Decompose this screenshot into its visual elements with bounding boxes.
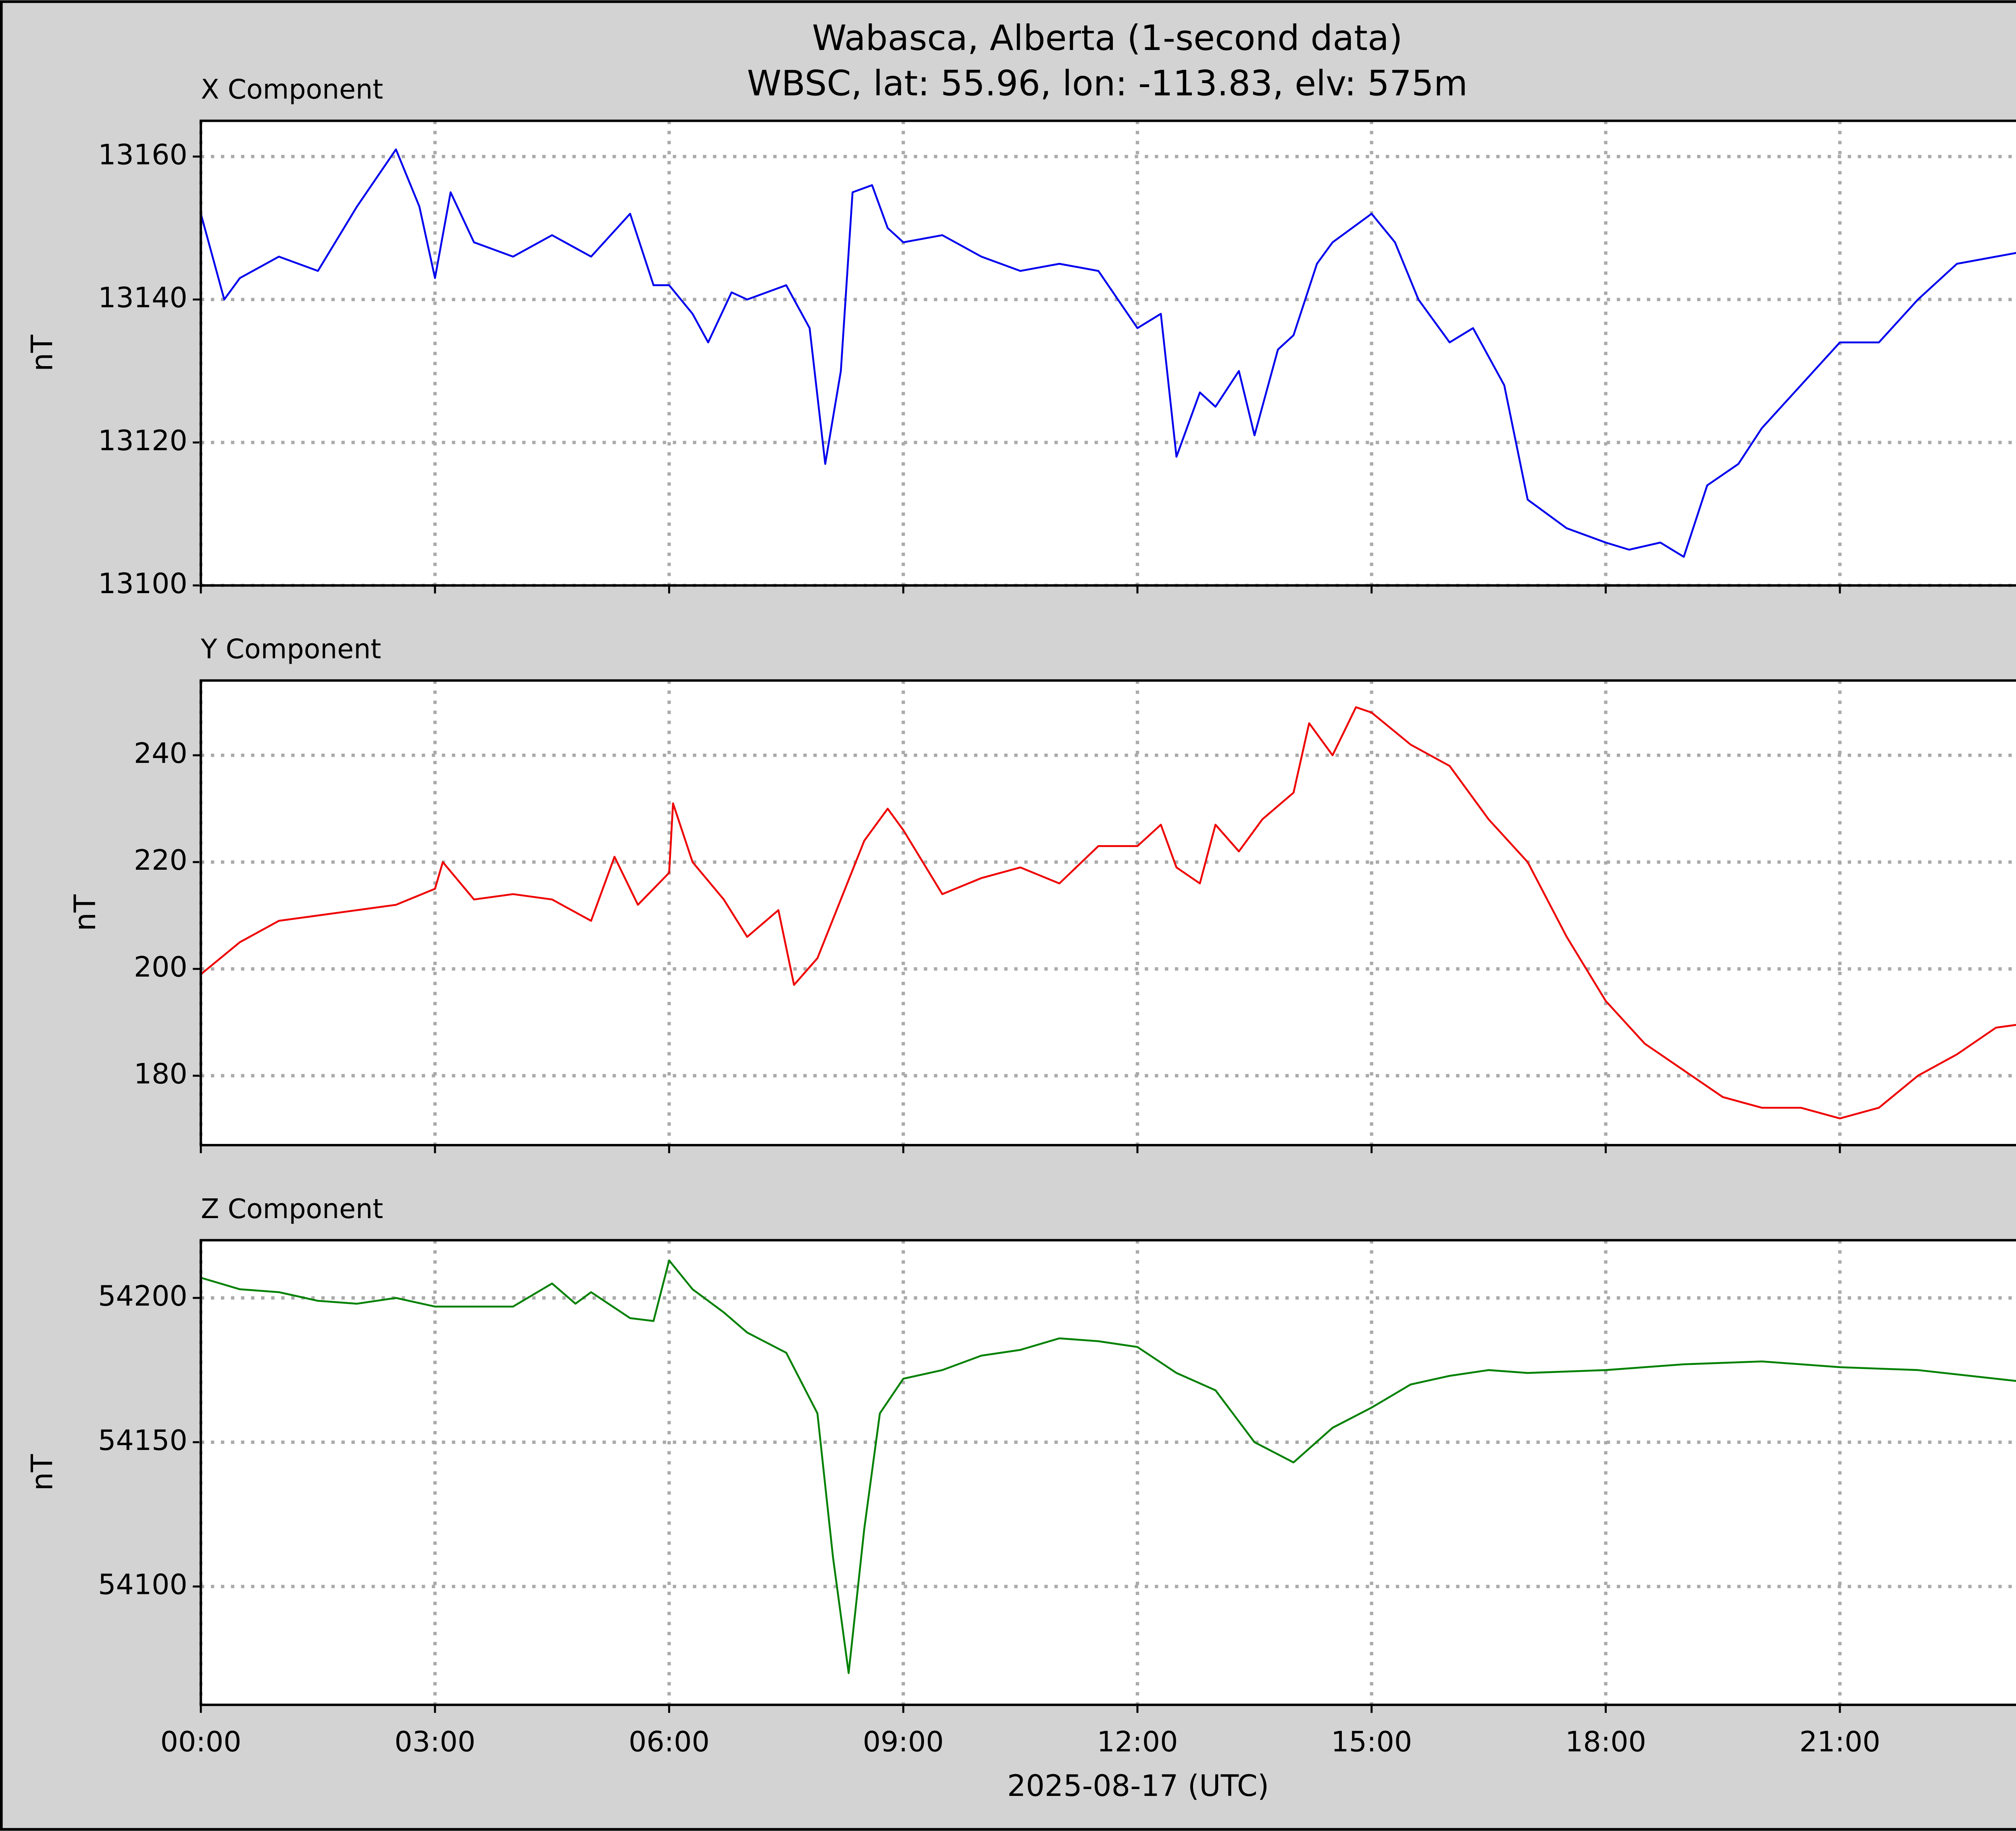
plot-frame (200, 1239, 2016, 1706)
x-tick-label: 00:00 (160, 1725, 242, 1758)
y-tick-label: 54200 (98, 1280, 187, 1312)
y-tick-label: 54150 (98, 1424, 187, 1457)
y-axis-label: nT (25, 335, 60, 371)
x-tick-label: 15:00 (1331, 1725, 1412, 1758)
y-tick-label: 240 (134, 737, 187, 770)
y-tick-label: 13100 (98, 567, 187, 600)
y-tick-label: 200 (134, 951, 187, 983)
x-tick-label: 21:00 (1799, 1725, 1881, 1758)
plot-frame (200, 679, 2016, 1147)
x-tick-label: 09:00 (863, 1725, 944, 1758)
plot-frame (200, 119, 2016, 587)
data-line (200, 1259, 2016, 1674)
panel-title: X Component (201, 74, 383, 105)
figure-subtitle: WBSC, lat: 55.96, lon: -113.83, elv: 575… (747, 64, 1468, 104)
figure-title: Wabasca, Alberta (1-second data) (812, 18, 1403, 58)
y-tick-label: 13120 (98, 424, 187, 457)
y-tick-label: 13160 (98, 138, 187, 171)
panel-title: Z Component (201, 1193, 383, 1225)
x-tick-label: 18:00 (1565, 1725, 1646, 1758)
data-line (200, 706, 2016, 1120)
x-tick-label: 03:00 (394, 1725, 475, 1758)
y-axis-label: nT (68, 894, 102, 931)
plot-area (201, 1240, 2016, 1705)
y-tick-label: 220 (134, 844, 187, 877)
y-tick-label: 54100 (98, 1569, 187, 1601)
x-axis-label: 2025-08-17 (UTC) (1007, 1769, 1269, 1803)
data-line (200, 148, 2016, 558)
panel-title: Y Component (200, 633, 381, 665)
plot-area (201, 121, 2016, 585)
x-tick-label: 12:00 (1097, 1725, 1178, 1758)
y-axis-label: nT (25, 1454, 60, 1491)
plot-area (201, 680, 2016, 1146)
y-tick-label: 13140 (98, 281, 187, 314)
x-tick-label: 06:00 (629, 1725, 710, 1758)
y-tick-label: 180 (134, 1058, 187, 1090)
